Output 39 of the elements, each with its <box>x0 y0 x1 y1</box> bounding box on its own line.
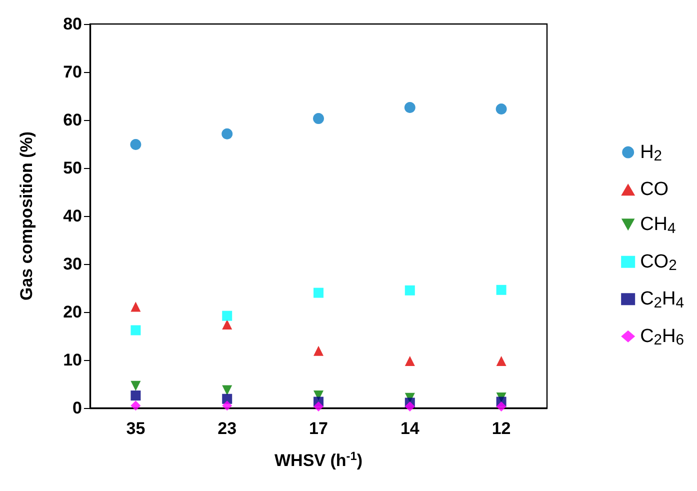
point <box>404 402 415 412</box>
point <box>222 128 233 140</box>
point <box>130 390 141 401</box>
y-tick-label: 0 <box>72 398 82 418</box>
point <box>404 356 415 366</box>
y-tick-label: 40 <box>63 206 82 226</box>
y-tick-label: 10 <box>63 350 82 370</box>
legend-label: CO <box>640 179 669 200</box>
point <box>496 402 506 412</box>
point <box>314 288 324 298</box>
x-tick-label: 17 <box>309 419 328 438</box>
y-tick-label: 70 <box>63 62 82 82</box>
point <box>404 102 416 114</box>
point <box>130 138 142 150</box>
point <box>130 325 141 336</box>
y-tick-label: 80 <box>63 14 82 34</box>
point <box>496 103 507 114</box>
x-tick-label: 12 <box>492 419 511 438</box>
point <box>496 284 506 295</box>
y-tick-label: 60 <box>63 110 82 130</box>
x-tick-label: 35 <box>126 419 146 438</box>
point <box>404 285 415 296</box>
y-tick-label: 20 <box>63 302 82 322</box>
point <box>313 113 324 124</box>
point <box>130 380 141 391</box>
point <box>314 346 324 356</box>
point <box>222 385 232 396</box>
point <box>314 402 324 412</box>
point <box>222 319 232 330</box>
x-tick-label: 23 <box>218 419 237 438</box>
point <box>496 356 506 366</box>
y-axis-title: Gas composition (%) <box>17 131 36 301</box>
point <box>222 400 232 411</box>
point <box>130 400 141 411</box>
x-tick-label: 14 <box>400 419 420 438</box>
point <box>222 310 232 321</box>
point <box>130 302 141 312</box>
y-tick-label: 50 <box>63 158 82 178</box>
y-tick-label: 30 <box>63 254 82 274</box>
